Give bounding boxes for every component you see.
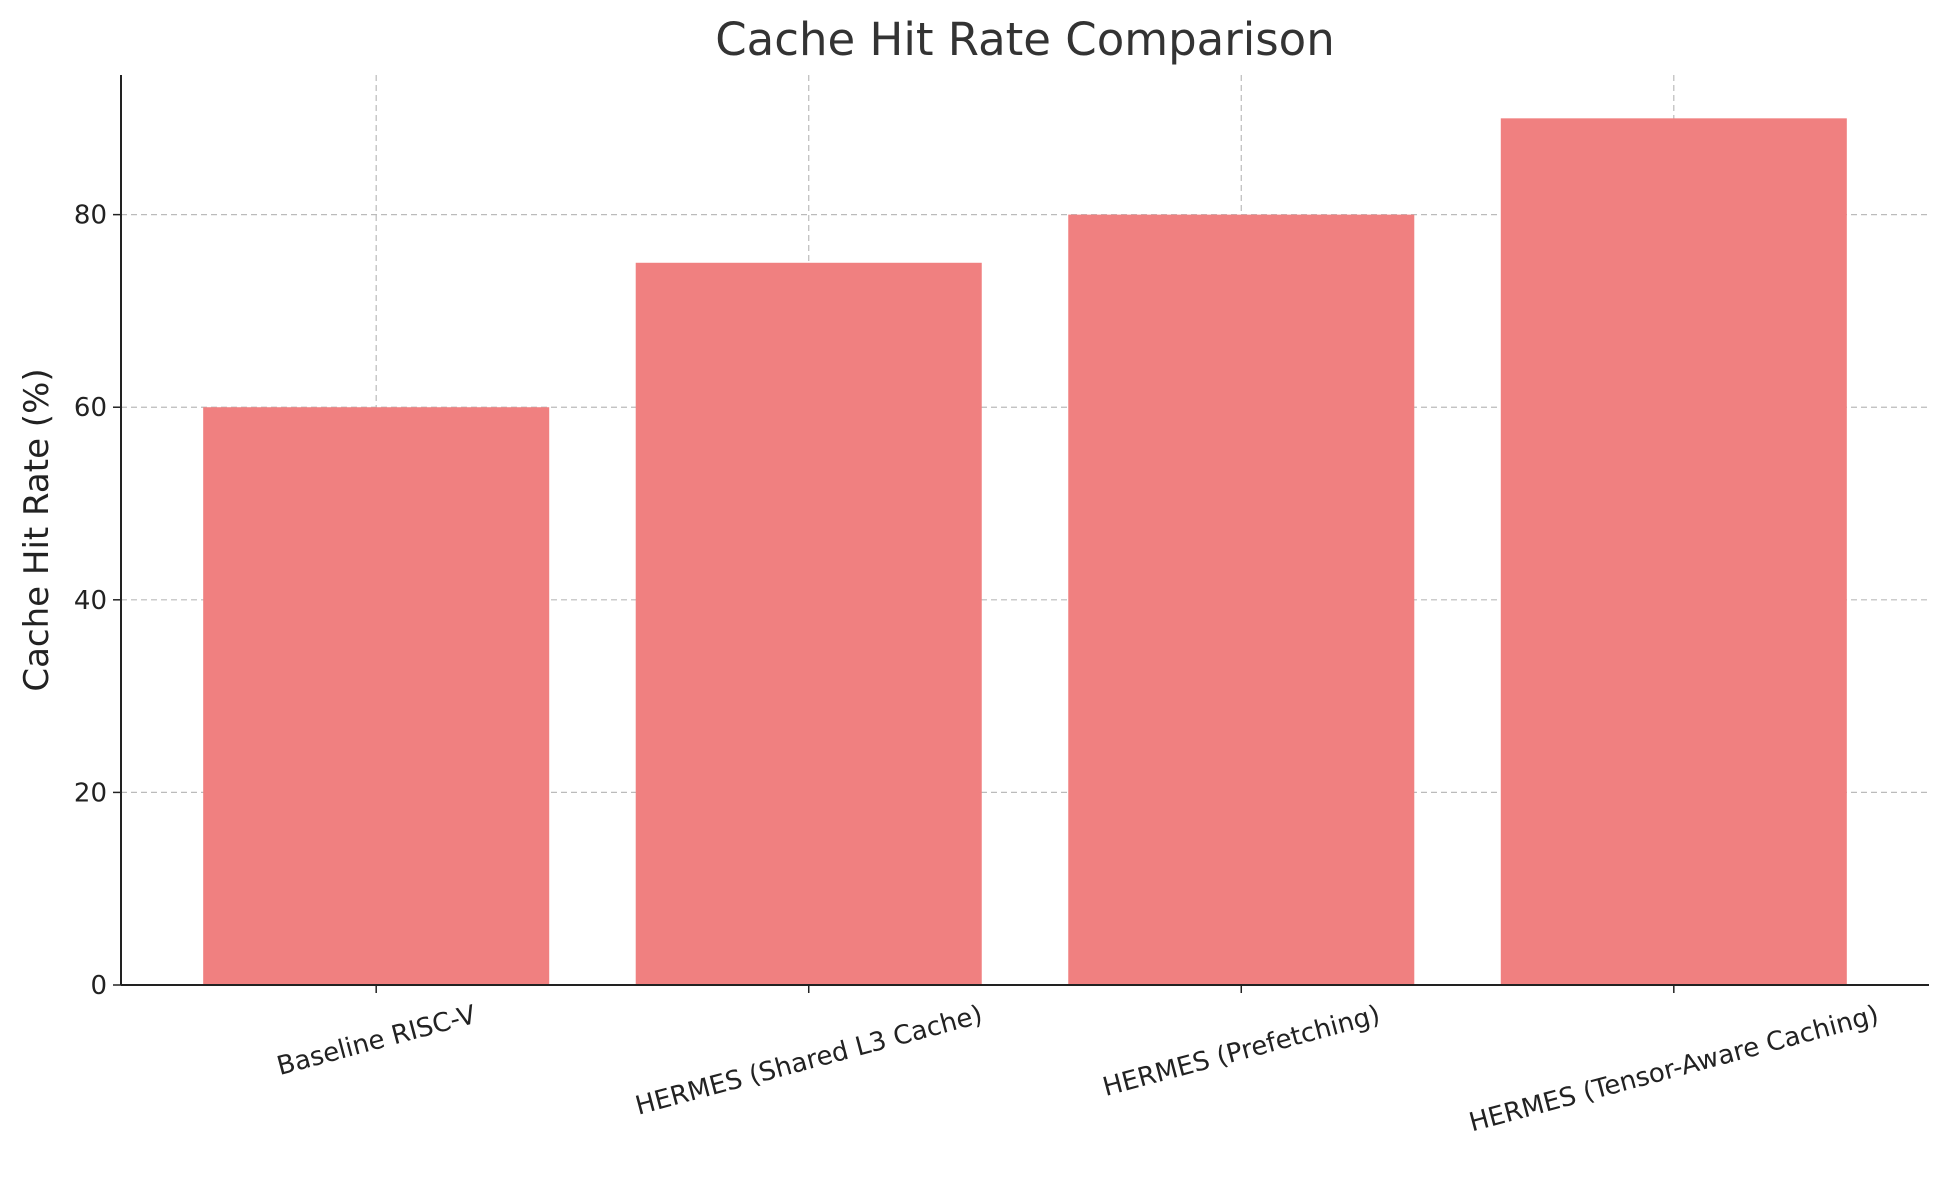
chart-title: Cache Hit Rate Comparison [715,13,1334,66]
y-axis-label: Cache Hit Rate (%) [17,368,57,691]
bar [1068,214,1415,985]
x-tick-label: HERMES (Tensor-Aware Caching) [1466,1000,1882,1138]
x-tick-label: Baseline RISC-V [274,1000,480,1082]
x-tick-label: HERMES (Shared L3 Cache) [632,1000,985,1122]
y-tick-label: 80 [74,201,107,231]
y-tick-label: 20 [74,778,107,808]
y-tick-label: 60 [74,393,107,423]
bar [635,262,982,985]
bar [203,407,550,985]
x-tick-label: HERMES (Prefetching) [1100,1000,1384,1103]
y-tick-label: 0 [90,971,107,1001]
y-tick-label: 40 [74,586,107,616]
bar [1500,118,1847,986]
